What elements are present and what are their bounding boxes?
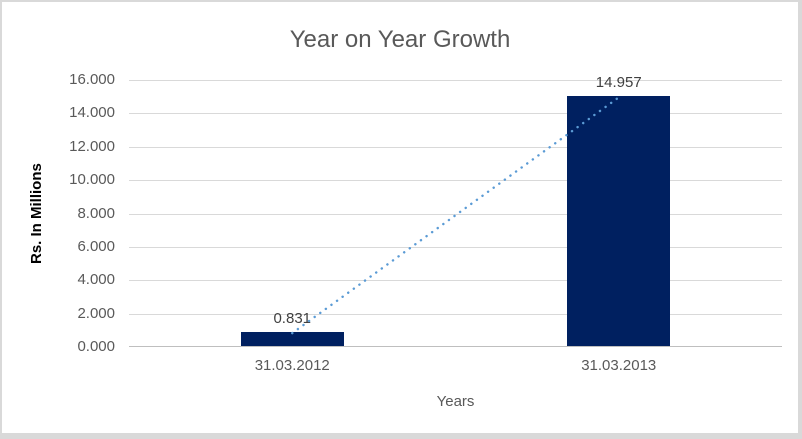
y-axis-tick-label: 0.000 xyxy=(77,338,115,355)
bar xyxy=(567,96,671,346)
plot-area: 0.000 2.000 4.000 6.000 8.000 10.000 12.000 14.… xyxy=(69,71,782,374)
y-axis-tick-label: 2.000 xyxy=(77,304,115,322)
x-axis-line xyxy=(129,346,782,347)
gridline xyxy=(129,80,782,81)
gridline xyxy=(129,213,782,215)
bar xyxy=(240,332,344,346)
y-axis-tick-label: 16.000 xyxy=(69,71,115,88)
gridline xyxy=(129,246,782,248)
trendline-path xyxy=(291,96,620,335)
x-axis-title: Years xyxy=(436,393,475,410)
x-axis-category-label: 31.03.2013 xyxy=(581,357,657,374)
gridline xyxy=(129,280,782,282)
gridline xyxy=(129,180,782,182)
y-axis-tick-label: 10.000 xyxy=(69,171,115,189)
gridline xyxy=(129,313,782,315)
data-label: 0.831 xyxy=(273,310,312,328)
y-axis-tick-label: 12.000 xyxy=(69,137,115,155)
chart-title: Year on Year Growth xyxy=(289,26,511,53)
y-axis-tick-label: 4.000 xyxy=(77,271,115,289)
gridline xyxy=(129,113,782,115)
gridline xyxy=(129,146,782,148)
y-axis-tick-label: 6.000 xyxy=(77,237,115,255)
data-label: 14.957 xyxy=(595,74,642,92)
x-axis-category-label: 31.03.2012 xyxy=(254,357,330,374)
y-axis-tick-label: 14.000 xyxy=(69,104,115,122)
trendline xyxy=(291,96,620,335)
y-axis-tick-label: 8.000 xyxy=(77,204,115,222)
